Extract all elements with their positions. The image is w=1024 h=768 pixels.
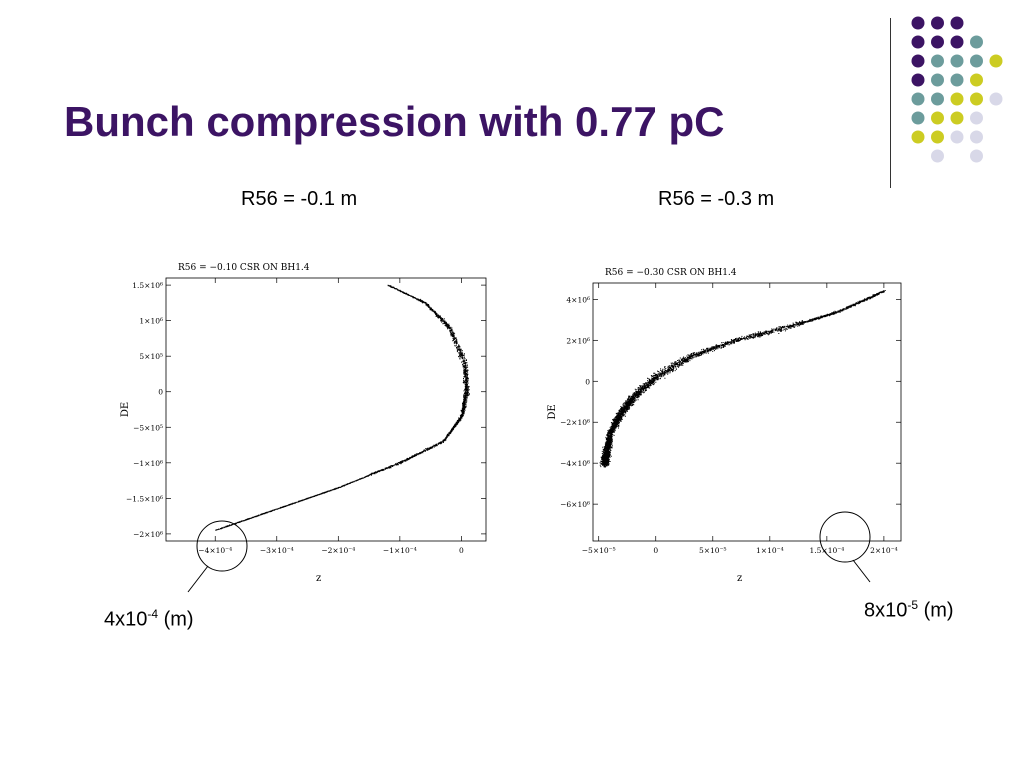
x-tick-label: 5×10⁻⁵	[699, 546, 727, 555]
y-tick-label: 4×10⁶	[566, 295, 590, 304]
callout-left-exponent: -4	[147, 607, 159, 621]
chart-title: R56 = −0.10 CSR ON BH1.4	[178, 263, 310, 273]
decor-dot	[931, 92, 944, 106]
scatter-plot-right: R56 = −0.30 CSR ON BH1.4 −5×10⁻⁵ 0 5×10⁻⁵ 1×…	[545, 255, 915, 590]
x-tick-label: −1×10⁻⁴	[383, 546, 417, 555]
x-tick-label: −3×10⁻⁴	[260, 546, 294, 555]
y-axis-label: DE	[547, 404, 558, 419]
decor-dot	[970, 35, 983, 49]
y-tick-label: 0	[158, 388, 163, 397]
decor-dot	[931, 16, 944, 30]
decor-dot	[911, 130, 925, 144]
decor-dot	[970, 111, 983, 125]
x-tick-label: 2×10⁻⁴	[870, 546, 898, 555]
decor-dot	[911, 54, 925, 68]
x-tick-label: 1×10⁻⁴	[756, 546, 784, 555]
decor-dot	[911, 92, 925, 106]
x-tick-label: −2×10⁻⁴	[321, 546, 355, 555]
callout-left-unit: (m)	[158, 608, 194, 631]
decor-dot	[950, 73, 964, 87]
decor-dot	[911, 111, 925, 125]
y-tick-label: −5×10⁵	[133, 423, 163, 432]
y-tick-label: 5×10⁵	[139, 352, 163, 361]
x-tick-label: −5×10⁻⁵	[582, 546, 616, 555]
y-tick-label: −6×10⁶	[560, 500, 590, 509]
decor-dot	[970, 149, 983, 163]
scatter-points	[215, 284, 470, 531]
decor-dot	[911, 35, 925, 49]
decor-dot	[911, 73, 925, 87]
scatter-plot-left-svg: R56 = −0.10 CSR ON BH1.4 −4×10⁻⁴ −3×10⁻⁴ −2…	[120, 263, 487, 584]
decor-dot	[970, 73, 983, 87]
decor-dot	[950, 16, 964, 30]
y-tick-label: 2×10⁶	[566, 336, 590, 345]
decor-dot	[911, 16, 925, 30]
decor-dot	[989, 54, 1003, 68]
decor-dot	[931, 111, 944, 125]
y-tick-label: −2×10⁶	[560, 418, 590, 427]
decor-dot	[950, 111, 964, 125]
x-tick-label: −4×10⁻⁴	[198, 546, 232, 555]
y-axis-label: DE	[120, 402, 131, 417]
decor-dot	[931, 35, 944, 49]
callout-right-exponent: -5	[907, 598, 919, 612]
slide-title: Bunch compression with 0.77 pC	[64, 98, 725, 145]
x-tick-label: 0	[653, 546, 658, 555]
decor-dot	[970, 130, 983, 144]
callout-label-left: 4x10-4 (m)	[104, 607, 194, 632]
y-tick-label: 0	[585, 377, 590, 386]
callout-right-base: 8x10	[864, 599, 908, 622]
y-tick-label: 1.5×10⁶	[132, 281, 163, 290]
decor-dot	[989, 92, 1003, 106]
title-divider-line	[890, 18, 891, 188]
decor-dot	[931, 130, 944, 144]
decor-dot	[950, 54, 964, 68]
plot-frame	[592, 282, 902, 542]
callout-left-base: 4x10	[104, 608, 148, 631]
scatter-points	[599, 290, 886, 468]
scatter-plot-right-svg: R56 = −0.30 CSR ON BH1.4 −5×10⁻⁵ 0 5×10⁻⁵ 1×…	[547, 268, 902, 584]
decor-dot	[950, 130, 964, 144]
chart-title: R56 = −0.30 CSR ON BH1.4	[605, 268, 737, 278]
x-axis-label: z	[737, 573, 742, 584]
x-axis-label: z	[316, 573, 321, 584]
scatter-plot-left: R56 = −0.10 CSR ON BH1.4 −4×10⁻⁴ −3×10⁻⁴ −2…	[110, 245, 500, 590]
y-tick-label: −1×10⁶	[133, 459, 163, 468]
y-tick-label: −2×10⁶	[133, 530, 163, 539]
callout-right-unit: (m)	[918, 599, 954, 622]
y-tick-label: −4×10⁶	[560, 459, 590, 468]
callout-label-right: 8x10-5 (m)	[864, 598, 954, 623]
subtitle-right: R56 = -0.3 m	[658, 188, 775, 210]
decor-dot	[970, 92, 983, 106]
plot-frame	[165, 277, 487, 542]
decor-dot	[950, 92, 964, 106]
decor-dot	[950, 35, 964, 49]
decor-dot	[931, 54, 944, 68]
y-tick-label: 1×10⁶	[139, 317, 163, 326]
scatter-point-cloud	[215, 284, 470, 531]
x-tick-label: 0	[459, 546, 464, 555]
x-tick-label: 1.5×10⁻⁴	[809, 546, 844, 555]
decor-dot	[931, 73, 944, 87]
subtitle-left: R56 = -0.1 m	[241, 188, 358, 210]
scatter-point-cloud	[599, 290, 886, 468]
y-tick-label: −1.5×10⁶	[126, 494, 163, 503]
decor-dot	[931, 149, 944, 163]
decor-dot	[970, 54, 983, 68]
